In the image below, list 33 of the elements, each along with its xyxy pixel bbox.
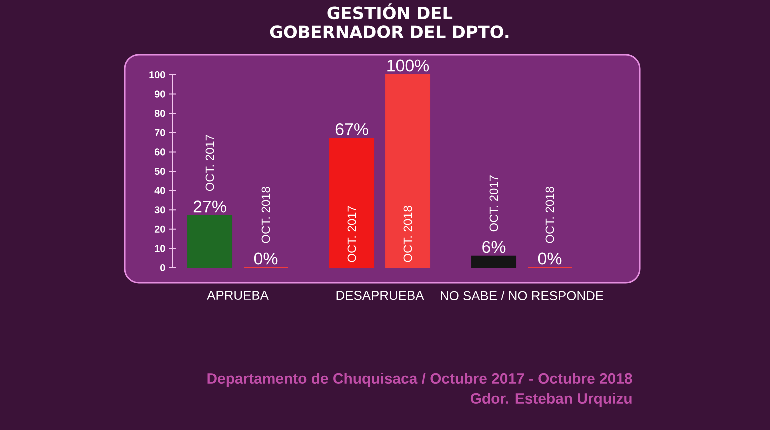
- x-tick-label: NO SABE / NO RESPONDE: [441, 291, 604, 301]
- text: Gdor. Esteban Urquizu: [470, 393, 632, 407]
- bar: [330, 138, 375, 268]
- data-label: 0%: [254, 252, 278, 265]
- chart-title: GESTIÓN DEL GOBERNADOR DEL DPTO.: [270, 4, 509, 38]
- x-tick-label: APRUEBA: [207, 291, 269, 300]
- series-label: OCT. 2018: [404, 206, 412, 262]
- text: Departamento de Chuquisaca / Octubre 2017 - Octubre 2018: [208, 373, 632, 387]
- y-tick-label: 100: [150, 71, 166, 79]
- y-tick-label: 60: [154, 148, 166, 156]
- y-tick-label: 10: [155, 245, 166, 252]
- data-label: 100%: [388, 60, 430, 72]
- y-tick-label: 0: [160, 264, 166, 272]
- data-label: 67%: [336, 124, 368, 136]
- bar: [472, 256, 517, 268]
- y-tick-label: 20: [154, 226, 166, 233]
- y-tick-label: 70: [155, 129, 166, 136]
- series-label: OCT. 2017: [348, 206, 356, 262]
- data-label: 27%: [194, 200, 226, 213]
- bar: [188, 215, 233, 268]
- text: OCT. 2018: [546, 187, 554, 244]
- text: OCT. 2017: [490, 176, 498, 232]
- text: OCT. 2017: [206, 135, 214, 192]
- y-tick-label: 50: [154, 168, 166, 176]
- text: OCT. 2018: [262, 187, 270, 244]
- data-label: 0%: [538, 252, 562, 265]
- x-tick-label: DESAPRUEBA: [336, 291, 424, 300]
- y-tick-label: 90: [154, 90, 166, 98]
- bar: [386, 74, 431, 268]
- y-tick-label: 80: [154, 110, 166, 118]
- y-tick-label: 40: [154, 187, 166, 194]
- data-label: 6%: [482, 241, 506, 254]
- y-tick-label: 30: [154, 206, 166, 214]
